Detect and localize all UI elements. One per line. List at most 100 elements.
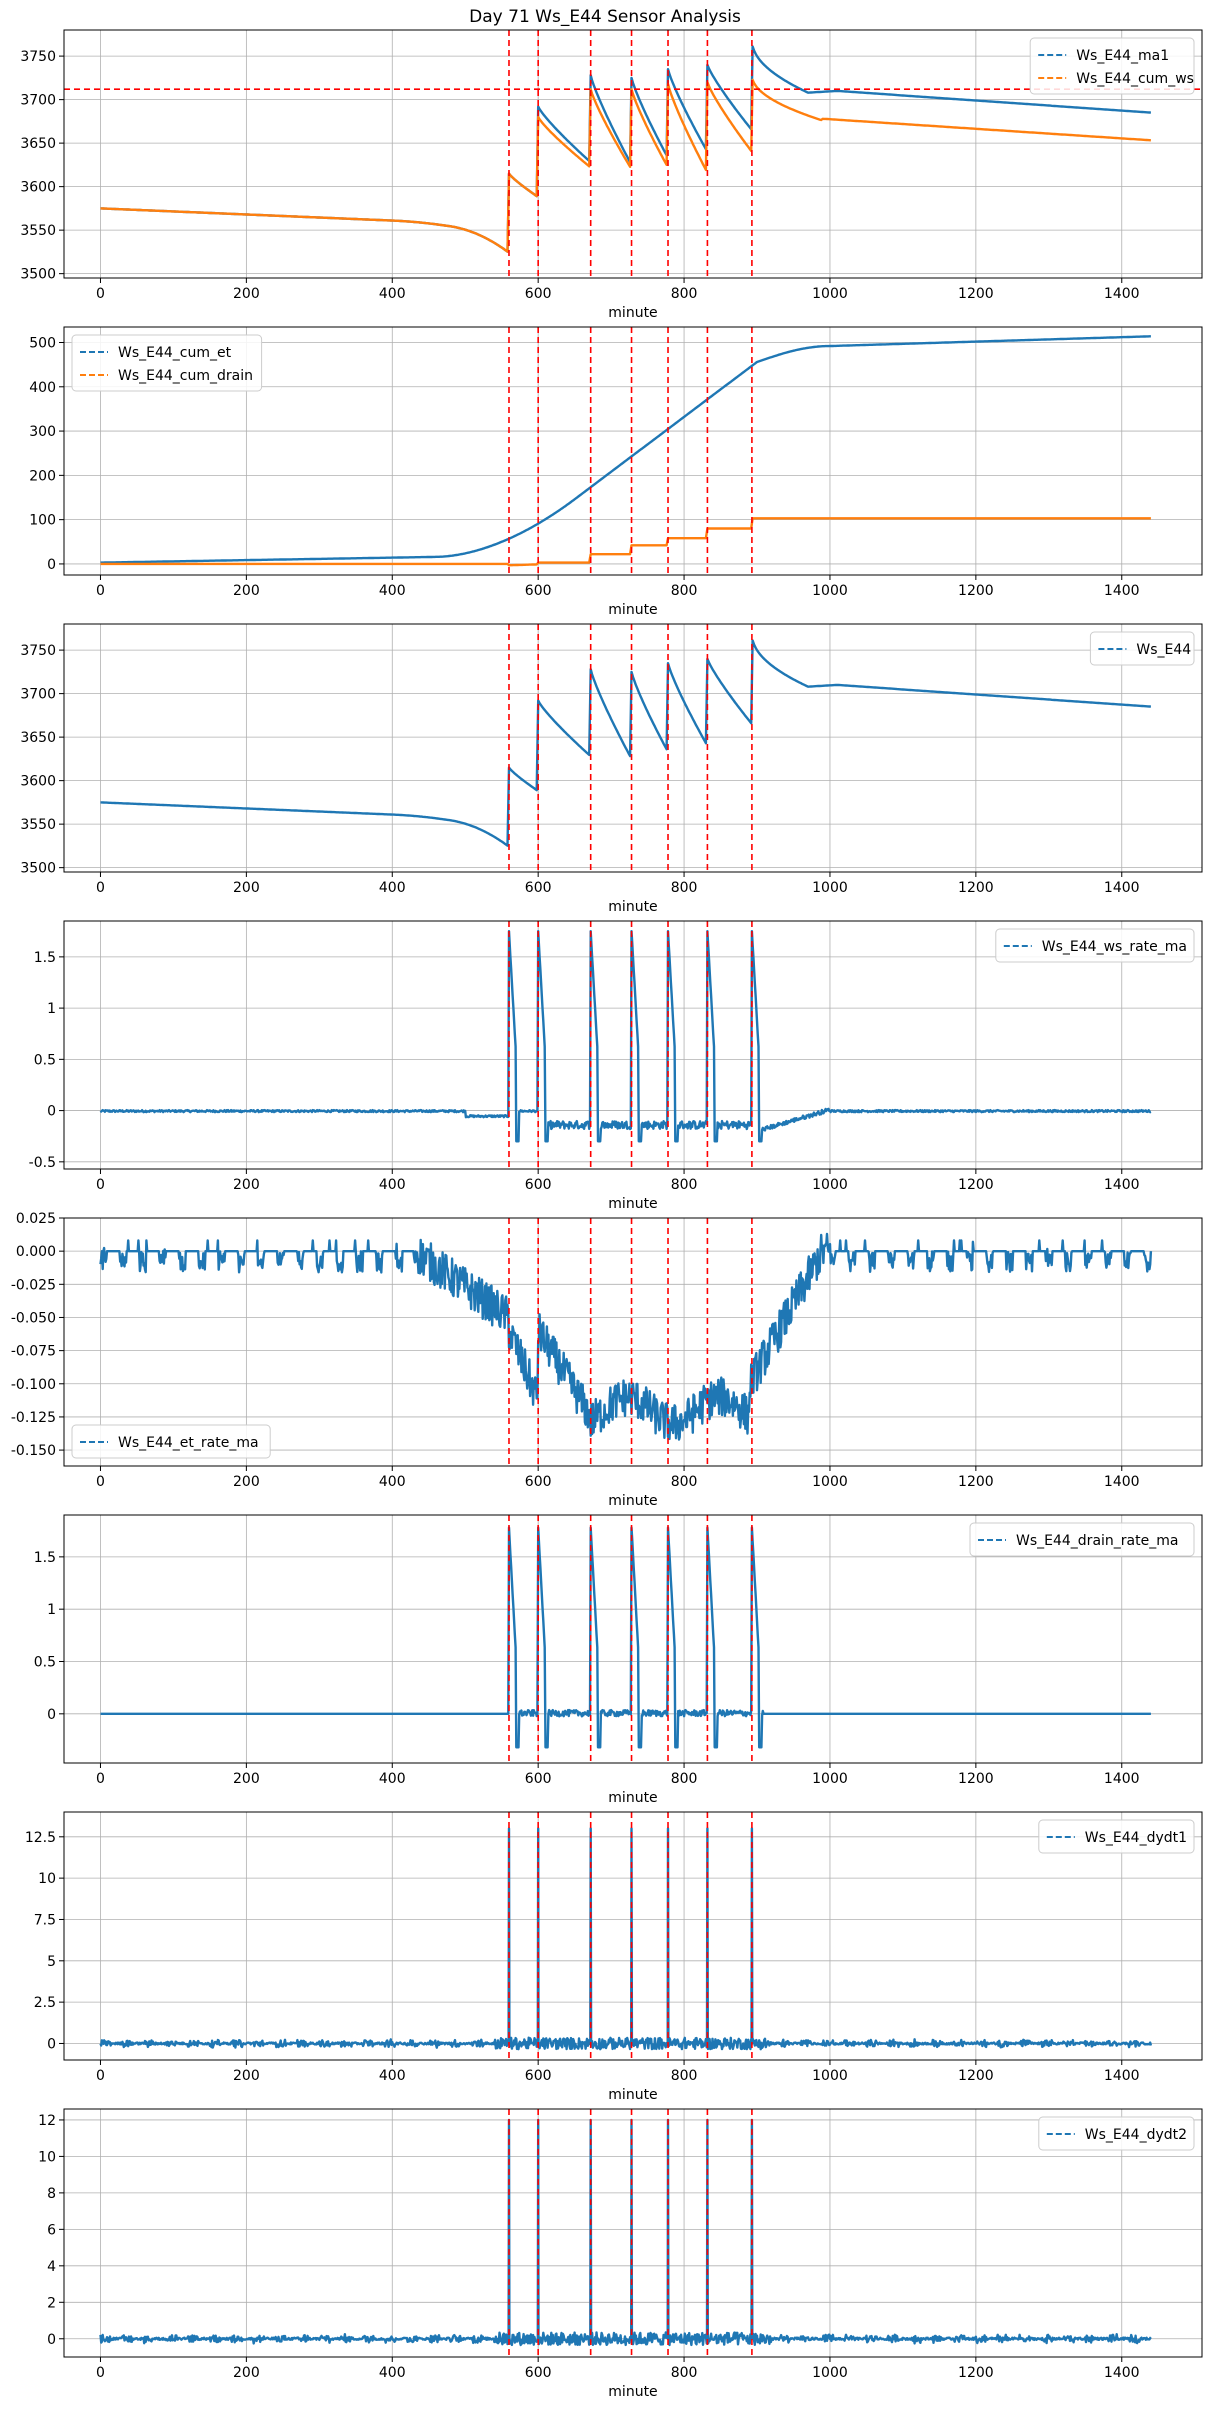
legend-entry: Ws_E44_dydt2: [1085, 2127, 1187, 2143]
y-tick-label: 4: [47, 2259, 56, 2275]
x-tick-label: 200: [233, 2068, 260, 2084]
x-tick-label: 200: [233, 286, 260, 302]
y-tick-label: 3600: [20, 774, 56, 790]
x-tick-label: 1200: [958, 880, 994, 896]
x-tick-label: 600: [525, 2068, 552, 2084]
y-tick-label: 0.5: [34, 1052, 56, 1068]
x-tick-label: 400: [379, 1177, 406, 1193]
series-line-Ws_E44_et_rate_ma: [99, 1232, 1153, 1441]
y-tick-label: 3550: [20, 817, 56, 833]
series-line-Ws_E44_ws_rate_ma: [99, 930, 1152, 1143]
legend: Ws_E44_ws_rate_ma: [995, 928, 1195, 963]
panels: 0 200 400 600 800 1000 1200 1400350035503600365…: [11, 29, 1203, 2400]
legend-box: [71, 1424, 271, 1459]
y-tick-label: 0: [47, 2332, 56, 2348]
figure-title: Day 71 Ws_E44 Sensor Analysis: [469, 7, 741, 27]
y-tick-label: 2.5: [34, 1995, 56, 2011]
x-tick-label: 1400: [1104, 286, 1140, 302]
y-tick-label: 0.5: [34, 1654, 56, 1670]
x-tick-label: 1000: [812, 1177, 848, 1193]
y-tick-label: 3750: [20, 49, 56, 65]
x-tick-label: 200: [233, 2365, 260, 2381]
y-tick-label: 5: [47, 1954, 56, 1970]
legend-box: [1038, 1819, 1195, 1854]
y-tick-label: 8: [47, 2186, 56, 2202]
y-tick-label: 0: [47, 1104, 56, 1120]
legend-entry: Ws_E44_cum_ws: [1076, 71, 1194, 87]
x-tick-label: 400: [379, 583, 406, 599]
series-line-Ws_E44: [100, 639, 1151, 847]
x-axis-label: minute: [608, 602, 657, 618]
x-axis-label: minute: [608, 1493, 657, 1509]
x-tick-label: 1200: [958, 2365, 994, 2381]
x-axis-label: minute: [608, 305, 657, 321]
x-tick-label: 800: [671, 286, 698, 302]
y-tick-label: 10: [38, 2149, 56, 2165]
x-tick-label: 1200: [958, 286, 994, 302]
y-tick-label: 0: [47, 1707, 56, 1723]
y-tick-label: 3500: [20, 861, 56, 877]
y-tick-label: -0.5: [29, 1155, 56, 1171]
legend: Ws_E44_dydt1: [1038, 1819, 1195, 1854]
legend-entry: Ws_E44_drain_rate_ma: [1016, 1533, 1178, 1549]
legend-entry: Ws_E44_cum_drain: [118, 368, 253, 384]
plot-area: [99, 1812, 1153, 2060]
plot-area: [99, 921, 1152, 1169]
x-tick-label: 600: [525, 286, 552, 302]
chart-panel-6: 0 200 400 600 800 1000 1200 1400 0 0.5 1 1.5 minute W…: [34, 1514, 1203, 1806]
legend-entry: Ws_E44: [1136, 642, 1191, 658]
y-tick-label: 1.5: [34, 1550, 56, 1566]
chart-panel-3: 0 200 400 600 800 1000 1200 1400 3500 3550 3600 365…: [20, 623, 1203, 915]
y-tick-label: 10: [38, 1871, 56, 1887]
x-tick-label: 1400: [1104, 2068, 1140, 2084]
y-tick-label: -0.100: [11, 1377, 56, 1393]
series-line-Ws_E44_cum_ws: [100, 78, 1151, 253]
chart-panel-4: 0 200 400 600 800 1000 1200 1400 -0.5 0 0.5 1 1.5 min…: [29, 920, 1203, 1212]
plot-area: [99, 2109, 1152, 2357]
x-tick-label: 1400: [1104, 1474, 1140, 1490]
x-tick-label: 800: [671, 2068, 698, 2084]
x-tick-label: 1400: [1104, 1177, 1140, 1193]
y-tick-label: 1.5: [34, 950, 56, 966]
x-tick-label: 1200: [958, 583, 994, 599]
x-tick-label: 0: [96, 2068, 105, 2084]
y-tick-label: 500: [29, 336, 56, 352]
y-tick-label: 1: [47, 1001, 56, 1017]
legend-entry: Ws_E44_et_rate_ma: [118, 1435, 259, 1451]
y-tick-label: -0.150: [11, 1443, 56, 1459]
chart-panel-8: 0 200 400 600 800 1000 1200 1400 0 2 4 6 8 10 12 minute…: [38, 2108, 1203, 2400]
x-tick-label: 1400: [1104, 583, 1140, 599]
series-line-Ws_E44_ma1: [100, 45, 1151, 253]
x-tick-label: 600: [525, 1177, 552, 1193]
x-tick-label: 1000: [812, 1474, 848, 1490]
y-tick-label: 0: [47, 2036, 56, 2052]
x-tick-label: 800: [671, 1771, 698, 1787]
legend: Ws_E44_ma1 Ws_E44_cum_ws: [1029, 37, 1195, 95]
y-tick-label: 12: [38, 2113, 56, 2129]
x-tick-label: 1200: [958, 1474, 994, 1490]
y-tick-label: 0: [47, 557, 56, 573]
y-tick-label: 400: [29, 380, 56, 396]
plot-area: [64, 30, 1202, 278]
x-tick-label: 1200: [958, 1771, 994, 1787]
chart-panel-1: 0 200 400 600 800 1000 1200 1400 3500 3550 3600 365…: [20, 29, 1203, 321]
y-tick-label: 6: [47, 2222, 56, 2238]
y-tick-label: 3750: [20, 643, 56, 659]
x-tick-label: 400: [379, 286, 406, 302]
y-tick-label: 100: [29, 513, 56, 529]
x-tick-label: 1000: [812, 880, 848, 896]
x-tick-label: 1400: [1104, 880, 1140, 896]
x-tick-label: 200: [233, 583, 260, 599]
x-tick-label: 600: [525, 583, 552, 599]
series-line-Ws_E44_dydt2: [99, 2118, 1152, 2347]
x-tick-label: 600: [525, 880, 552, 896]
chart-panel-7: 0 200 400 600 800 1000 1200 1400 0 2.5 5 7.5 10 12.5 m…: [25, 1811, 1203, 2103]
series-line-Ws_E44_drain_rate_ma: [100, 1526, 1152, 1749]
legend: Ws_E44_et_rate_ma: [71, 1424, 271, 1459]
x-tick-label: 200: [233, 1474, 260, 1490]
x-axis-label: minute: [608, 899, 657, 915]
legend: Ws_E44_drain_rate_ma: [969, 1522, 1195, 1557]
legend-entry: Ws_E44_ws_rate_ma: [1042, 939, 1187, 955]
y-tick-label: 3650: [20, 136, 56, 152]
x-tick-label: 600: [525, 2365, 552, 2381]
